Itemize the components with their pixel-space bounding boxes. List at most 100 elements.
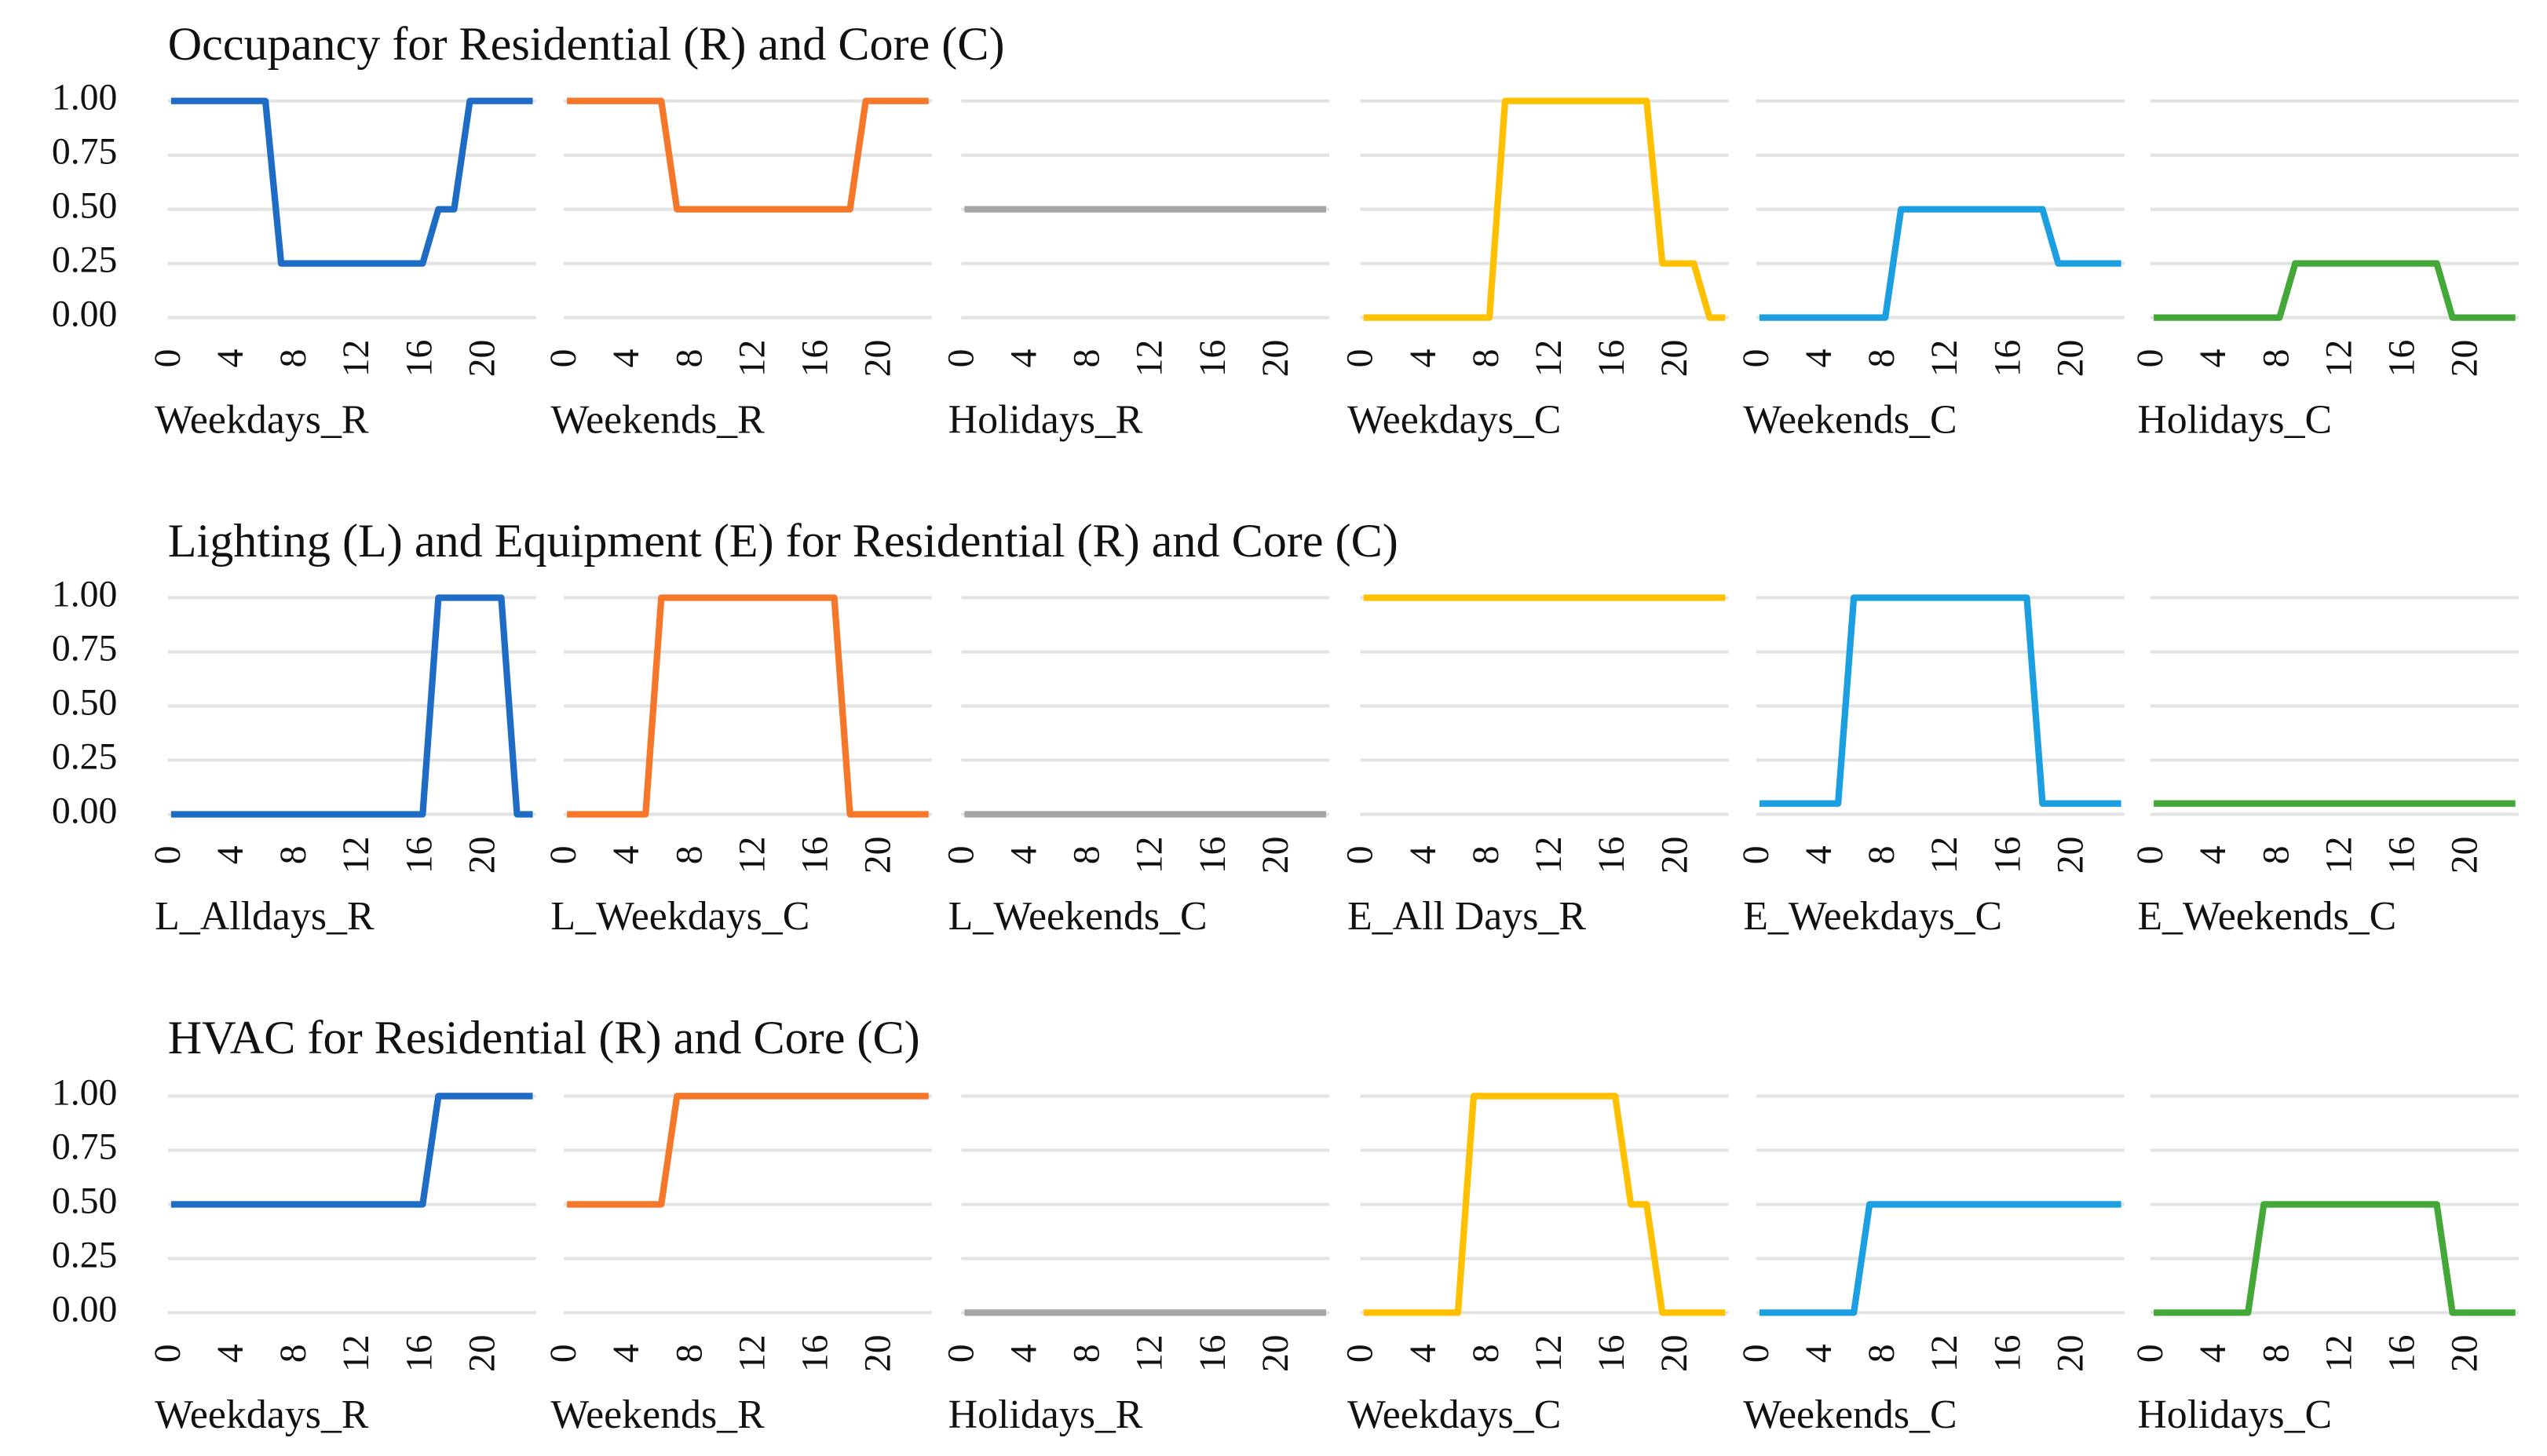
panel-label: L_Weekdays_C xyxy=(550,894,809,939)
x-tick-label: 16 xyxy=(1986,340,2028,378)
x-tick-label: 20 xyxy=(857,340,899,378)
x-tick-label: 16 xyxy=(1192,836,1233,874)
panel-label: Weekdays_R xyxy=(155,397,369,442)
y-tick-label: 0.75 xyxy=(52,131,118,173)
panel-label: Weekdays_R xyxy=(155,1392,369,1437)
x-tick-label: 20 xyxy=(1255,836,1296,874)
x-tick-label: 12 xyxy=(1129,836,1171,874)
x-tick-label: 16 xyxy=(398,1334,440,1372)
x-tick-label: 0 xyxy=(147,1344,188,1363)
x-tick-label: 4 xyxy=(1003,348,1044,367)
x-tick-label: 16 xyxy=(1591,340,1632,378)
x-tick-label: 4 xyxy=(210,845,251,864)
x-tick-label: 16 xyxy=(1591,1334,1632,1372)
x-tick-label: 20 xyxy=(2444,340,2486,378)
x-tick-label: 8 xyxy=(272,349,314,368)
series-line xyxy=(1363,1093,1726,1316)
y-tick-label: 0.00 xyxy=(52,294,118,335)
panel-label: Holidays_C xyxy=(2137,1392,2332,1437)
series-line xyxy=(170,1093,533,1208)
y-tick-label: 1.00 xyxy=(52,573,118,615)
x-tick-label: 8 xyxy=(668,845,710,864)
x-tick-label: 20 xyxy=(461,340,502,378)
chart-title: HVAC for Residential (R) and Core (C) xyxy=(168,1012,920,1064)
x-tick-label: 16 xyxy=(2381,340,2422,378)
x-tick-label: 0 xyxy=(1339,1344,1381,1363)
x-tick-label: 20 xyxy=(1255,1334,1296,1372)
panel-label: Holidays_C xyxy=(2137,397,2332,442)
x-tick-label: 16 xyxy=(794,340,835,378)
series-line xyxy=(170,594,533,818)
x-tick-label: 16 xyxy=(794,1334,835,1372)
x-tick-label: 16 xyxy=(2381,1334,2422,1372)
x-tick-label: 12 xyxy=(1528,836,1569,874)
panel-label: Weekdays_C xyxy=(1347,397,1561,442)
x-tick-label: 16 xyxy=(1192,1334,1233,1372)
series-line xyxy=(567,97,929,213)
series-line xyxy=(1363,97,1726,321)
x-tick-label: 0 xyxy=(2129,349,2171,368)
series-line xyxy=(1759,1201,2121,1316)
x-tick-label: 8 xyxy=(2255,845,2297,864)
x-tick-label: 20 xyxy=(461,836,502,874)
y-tick-label: 0.50 xyxy=(52,185,118,227)
x-tick-label: 16 xyxy=(2381,836,2422,874)
x-tick-label: 8 xyxy=(1066,349,1108,368)
x-tick-label: 20 xyxy=(2444,836,2486,874)
x-tick-label: 20 xyxy=(1654,836,1695,874)
series-line xyxy=(567,1093,929,1208)
x-tick-label: 8 xyxy=(2255,1344,2297,1363)
y-tick-label: 0.00 xyxy=(52,790,118,831)
x-tick-label: 12 xyxy=(2318,836,2359,874)
x-tick-label: 0 xyxy=(1339,349,1381,368)
x-tick-label: 12 xyxy=(731,340,773,378)
x-tick-label: 0 xyxy=(1735,1344,1777,1363)
x-tick-label: 16 xyxy=(1591,836,1632,874)
x-tick-label: 4 xyxy=(605,1344,647,1363)
series-line xyxy=(567,594,929,818)
y-tick-label: 1.00 xyxy=(52,77,118,119)
x-tick-label: 20 xyxy=(857,1334,899,1372)
series-line xyxy=(1759,206,2121,321)
x-tick-label: 12 xyxy=(1129,340,1171,378)
x-tick-label: 8 xyxy=(272,1344,314,1363)
panel-label: Holidays_R xyxy=(948,1392,1143,1437)
panel-label: Weekends_C xyxy=(1743,397,1957,442)
x-tick-label: 8 xyxy=(1066,1344,1108,1363)
series-line xyxy=(2154,1201,2516,1316)
x-tick-label: 12 xyxy=(335,1334,377,1372)
x-tick-label: 0 xyxy=(940,845,981,864)
x-tick-label: 0 xyxy=(940,1344,981,1363)
x-tick-label: 0 xyxy=(2129,845,2171,864)
series-line xyxy=(170,97,533,267)
y-tick-label: 1.00 xyxy=(52,1071,118,1113)
panel-label: L_Weekends_C xyxy=(948,894,1208,939)
x-tick-label: 12 xyxy=(1924,1334,1965,1372)
x-tick-label: 4 xyxy=(1402,1344,1444,1363)
series-line xyxy=(2154,260,2516,321)
y-tick-label: 0.25 xyxy=(52,1234,118,1275)
x-tick-label: 20 xyxy=(461,1334,502,1372)
y-tick-label: 0.00 xyxy=(52,1288,118,1330)
x-tick-label: 20 xyxy=(1255,340,1296,378)
x-tick-label: 16 xyxy=(1986,1334,2028,1372)
x-tick-label: 4 xyxy=(605,348,647,367)
x-tick-label: 4 xyxy=(1003,845,1044,864)
x-tick-label: 12 xyxy=(2318,1334,2359,1372)
x-tick-label: 12 xyxy=(1528,340,1569,378)
x-tick-label: 16 xyxy=(1192,340,1233,378)
x-tick-label: 8 xyxy=(1465,349,1507,368)
x-tick-label: 4 xyxy=(1798,1344,1840,1363)
x-tick-label: 4 xyxy=(1003,1344,1044,1363)
x-tick-label: 8 xyxy=(1465,845,1507,864)
x-tick-label: 20 xyxy=(2049,340,2091,378)
x-tick-label: 0 xyxy=(147,845,188,864)
x-tick-label: 12 xyxy=(1924,836,1965,874)
x-tick-label: 8 xyxy=(1861,845,1902,864)
x-tick-label: 4 xyxy=(210,1344,251,1363)
panel-label: Weekdays_C xyxy=(1347,1392,1561,1437)
x-tick-label: 4 xyxy=(2192,1344,2234,1363)
y-tick-label: 0.50 xyxy=(52,1180,118,1221)
x-tick-label: 12 xyxy=(731,1334,773,1372)
